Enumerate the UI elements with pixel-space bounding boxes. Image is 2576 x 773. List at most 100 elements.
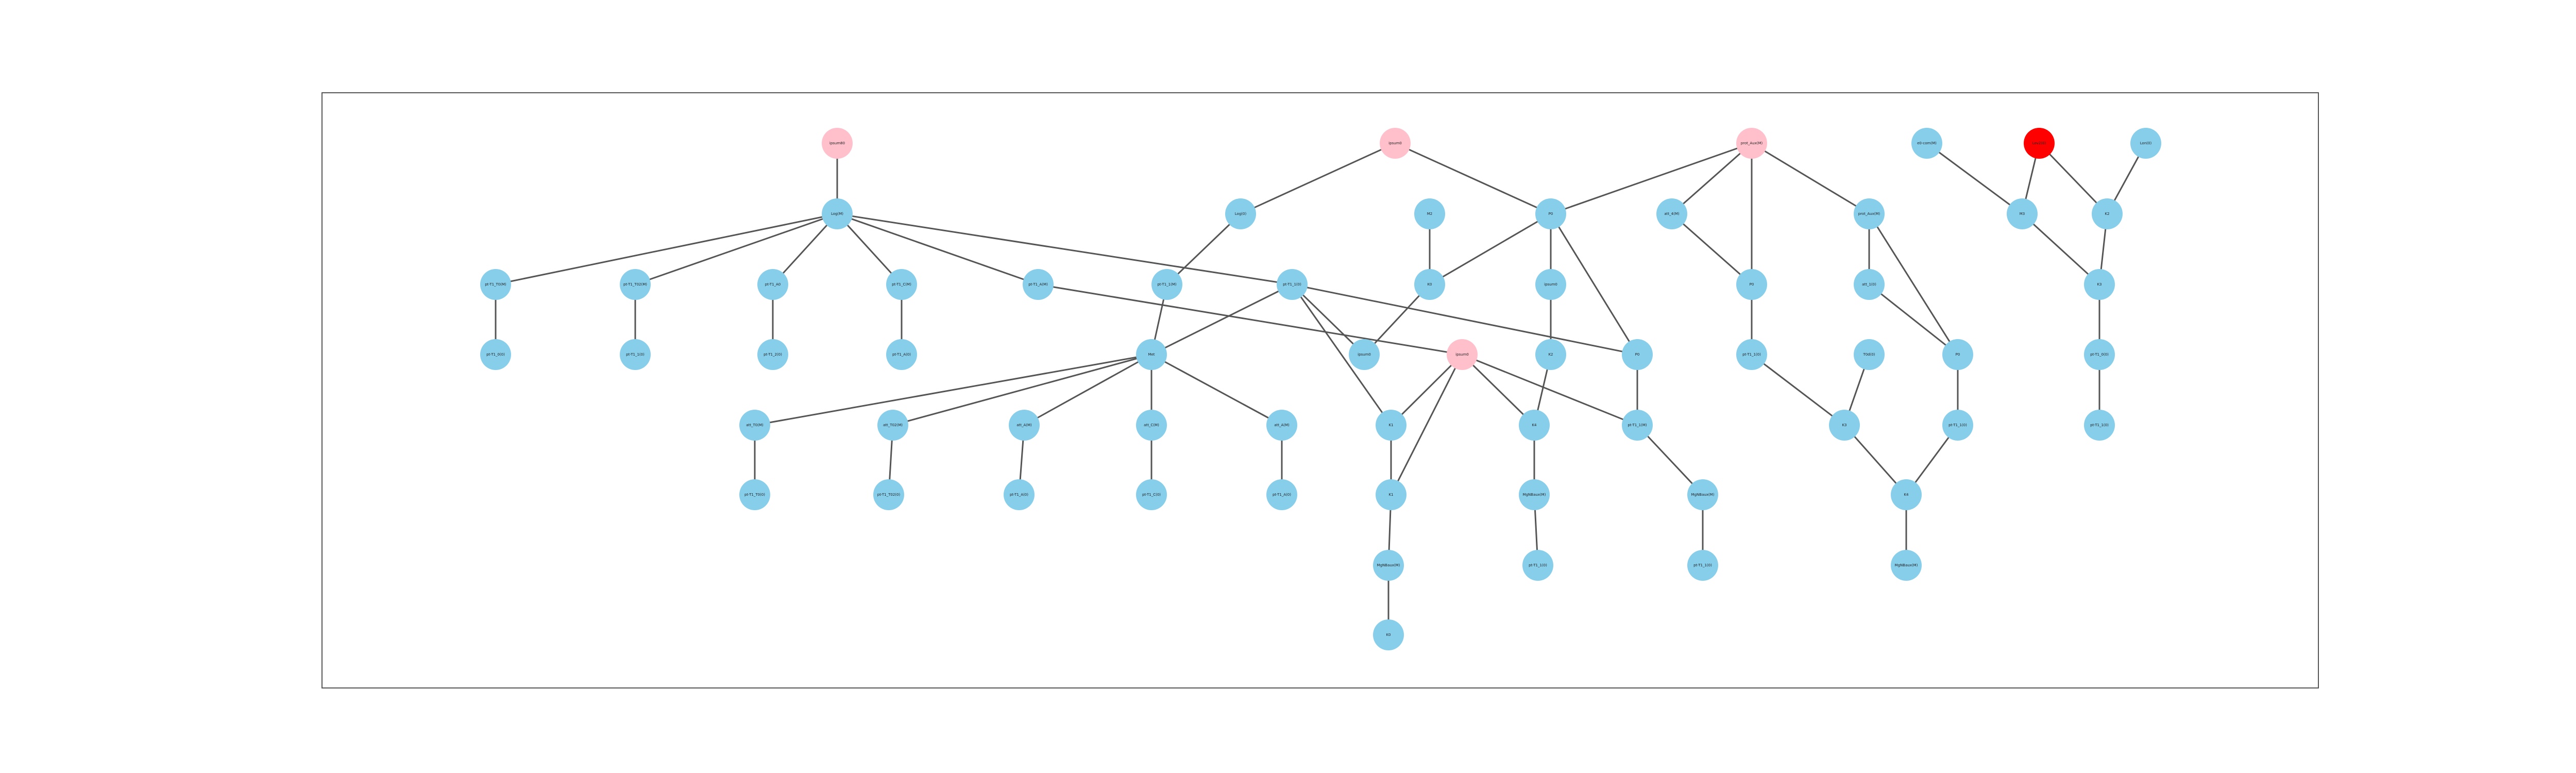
graph-node-n41: att_T02(M) <box>877 410 908 441</box>
node-label: att_A(M) <box>1016 423 1032 427</box>
node-label: pt-T1_1(0) <box>1693 563 1712 567</box>
graph-node-n15: pt-T1_T0(M) <box>480 269 511 300</box>
node-circle <box>1266 479 1297 510</box>
graph-node-n61: pt-T1_1(0) <box>1522 550 1553 581</box>
node-circle <box>1136 339 1167 370</box>
node-circle <box>480 269 511 300</box>
node-label: pt-T1_C(0) <box>1142 493 1161 497</box>
node-circle <box>1376 410 1406 441</box>
edge-n21-n36 <box>1292 283 1638 356</box>
node-label: att_T02(M) <box>883 423 903 427</box>
graph-node-n18: pt-T1_C(M) <box>886 269 917 300</box>
node-label: pt-T1_T02(0) <box>877 493 901 497</box>
edge-n7-n16 <box>635 213 838 285</box>
node-circle <box>1622 339 1653 370</box>
node-label: att_C(M) <box>1144 423 1159 427</box>
node-label: pt-T1_C(M) <box>892 282 911 287</box>
edge-n2-n10 <box>1395 142 1551 215</box>
graph-node-n43: att_C(M) <box>1136 410 1167 441</box>
edge-n13-n26 <box>2021 213 2100 285</box>
node-label: pt-T1_1(0) <box>2090 423 2109 427</box>
node-circle <box>886 269 917 300</box>
node-label: K3 <box>2097 282 2102 287</box>
node-circle <box>2084 269 2115 300</box>
node-label: pt-T1_0(0) <box>2090 352 2109 357</box>
node-label: K1 <box>1388 493 1393 497</box>
node-label: pt-T1_1(0) <box>1742 352 1761 357</box>
node-circle <box>1854 198 1885 229</box>
node-circle <box>2084 410 2115 441</box>
node-label: P0 <box>1750 282 1754 287</box>
node-label: pt-T1_A(0) <box>1010 493 1028 497</box>
node-label: Lon(0) <box>2140 141 2152 145</box>
edge-n21-n33 <box>1291 283 1365 356</box>
edge-n12-n39 <box>1868 213 1959 355</box>
node-circle <box>757 339 788 370</box>
node-label: MgNBaux(M) <box>1377 563 1400 567</box>
node-label: att_1(0) <box>1862 282 1876 287</box>
graph-node-n59: K0 <box>1373 619 1404 650</box>
graph-node-n24: P0 <box>1736 269 1767 300</box>
graph-node-n22: K0 <box>1414 269 1445 300</box>
graph-node-n33: ipsum0 <box>1349 339 1380 370</box>
node-label: ipsum80 <box>829 141 845 145</box>
node-label: pt-T1_A0 <box>765 282 781 287</box>
node-circle <box>480 339 511 370</box>
node-circle <box>1277 269 1308 300</box>
edge-n32-n44 <box>1151 354 1282 426</box>
edge-n49-n60 <box>1636 424 1704 496</box>
node-circle <box>1891 550 1922 581</box>
node-circle <box>1736 269 1767 300</box>
node-circle <box>620 339 651 370</box>
graph-node-n46: K4 <box>1519 410 1550 441</box>
graph-node-n63: MgNBaux(M) <box>1891 550 1922 581</box>
node-circle <box>2130 128 2161 159</box>
node-label: ipsum0 <box>1544 282 1557 287</box>
node-label: pt-T1_0(0) <box>486 352 505 357</box>
edge-n4-n13 <box>1926 142 2023 215</box>
edge-n21-n45 <box>1291 284 1392 426</box>
node-circle <box>1687 550 1718 581</box>
edge-n19-n34 <box>1038 283 1463 356</box>
node-label: pt-T1_T0(M) <box>485 282 506 287</box>
graph-node-n14: K2 <box>2092 198 2123 229</box>
node-circle <box>1535 269 1566 300</box>
node-label: prot_Aux(M) <box>1858 212 1880 216</box>
graph-node-n1: ipsum80 <box>822 128 853 159</box>
node-circle <box>1151 269 1182 300</box>
node-circle <box>877 410 908 441</box>
graph-node-n31: pt-T1_A(0) <box>886 339 917 370</box>
node-label: att_A(M) <box>1274 423 1290 427</box>
edge-n47-n56 <box>1843 425 1907 495</box>
edge-n7-n15 <box>495 213 838 285</box>
edge-n3-n12 <box>1751 142 1870 215</box>
graph-node-n54: pt-T1_C(0) <box>1136 479 1167 510</box>
node-circle <box>2007 198 2038 229</box>
edge-n2-n8 <box>1240 142 1396 215</box>
graph-node-n55: pt-T1_A(0) <box>1266 479 1297 510</box>
graph-node-n53: pt-T1_A(0) <box>1004 479 1035 510</box>
node-label: pt-T1_1(M) <box>1157 282 1177 287</box>
node-circle <box>1136 410 1167 441</box>
node-label: att_T0(M) <box>746 423 764 427</box>
graph-node-n23: ipsum0 <box>1535 269 1566 300</box>
graph-node-n4: e0-com(M) <box>1911 128 1942 159</box>
graph-node-n30: pt-T1_2(0) <box>757 339 788 370</box>
node-circle <box>620 269 651 300</box>
node-label: MgNBaux(M) <box>1523 493 1546 497</box>
node-label: MgNBaux(M) <box>1895 563 1918 567</box>
graph-node-n19: pt-T1_A(M) <box>1023 269 1054 300</box>
edge-n25-n39 <box>1869 283 1958 356</box>
node-circle <box>1380 128 1411 159</box>
graph-node-n9: M2 <box>1414 198 1445 229</box>
graph-node-n38: T0d(0) <box>1854 339 1885 370</box>
node-label: pt-T1_1(0) <box>1283 282 1301 287</box>
plot-frame <box>321 92 2319 688</box>
node-label: pt-T1_T02(M) <box>623 282 647 287</box>
graph-node-n8: Log(0) <box>1225 198 1256 229</box>
graph-node-n47: K3 <box>1829 410 1860 441</box>
node-label: K1 <box>1388 423 1393 427</box>
node-circle <box>1522 550 1553 581</box>
node-circle <box>1004 479 1035 510</box>
edge-n37-n47 <box>1751 354 1845 426</box>
